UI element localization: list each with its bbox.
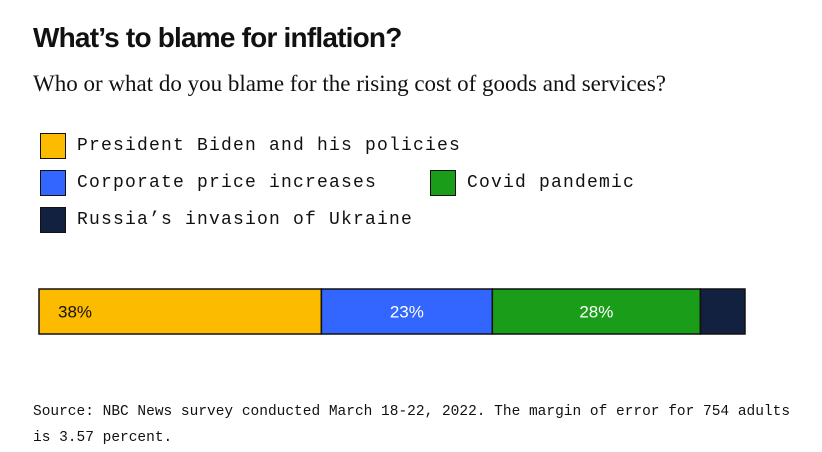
legend-item-russia: Russia’s invasion of Ukraine (40, 206, 413, 234)
legend-label-biden: President Biden and his policies (77, 136, 462, 156)
source-note: Source: NBC News survey conducted March … (33, 404, 791, 446)
chart-subtitle: Who or what do you blame for the rising … (33, 71, 666, 96)
bar-segment-covid-pandemic (491, 288, 702, 335)
legend-swatch-covid (430, 170, 456, 196)
legend-label-covid: Covid pandemic (467, 173, 636, 193)
legend-swatch-russia (40, 207, 66, 233)
chart-title: What’s to blame for inflation? (33, 22, 402, 53)
data-label-corporate-price-increases: 23% (390, 303, 424, 322)
data-label-covid-pandemic: 28% (579, 303, 613, 322)
legend-item-corporate: Corporate price increases (40, 169, 377, 197)
legend-label-corporate: Corporate price increases (77, 173, 378, 193)
bar-segment-russia-s-invasion-of-ukraine (699, 288, 746, 335)
legend-label-russia: Russia’s invasion of Ukraine (77, 210, 414, 230)
legend-swatch-biden (40, 133, 66, 159)
data-label-president-biden-and-his-policies: 38% (58, 303, 92, 322)
legend-item-covid: Covid pandemic (430, 169, 635, 197)
legend-swatch-corporate (40, 170, 66, 196)
legend-item-biden: President Biden and his policies (40, 132, 461, 160)
